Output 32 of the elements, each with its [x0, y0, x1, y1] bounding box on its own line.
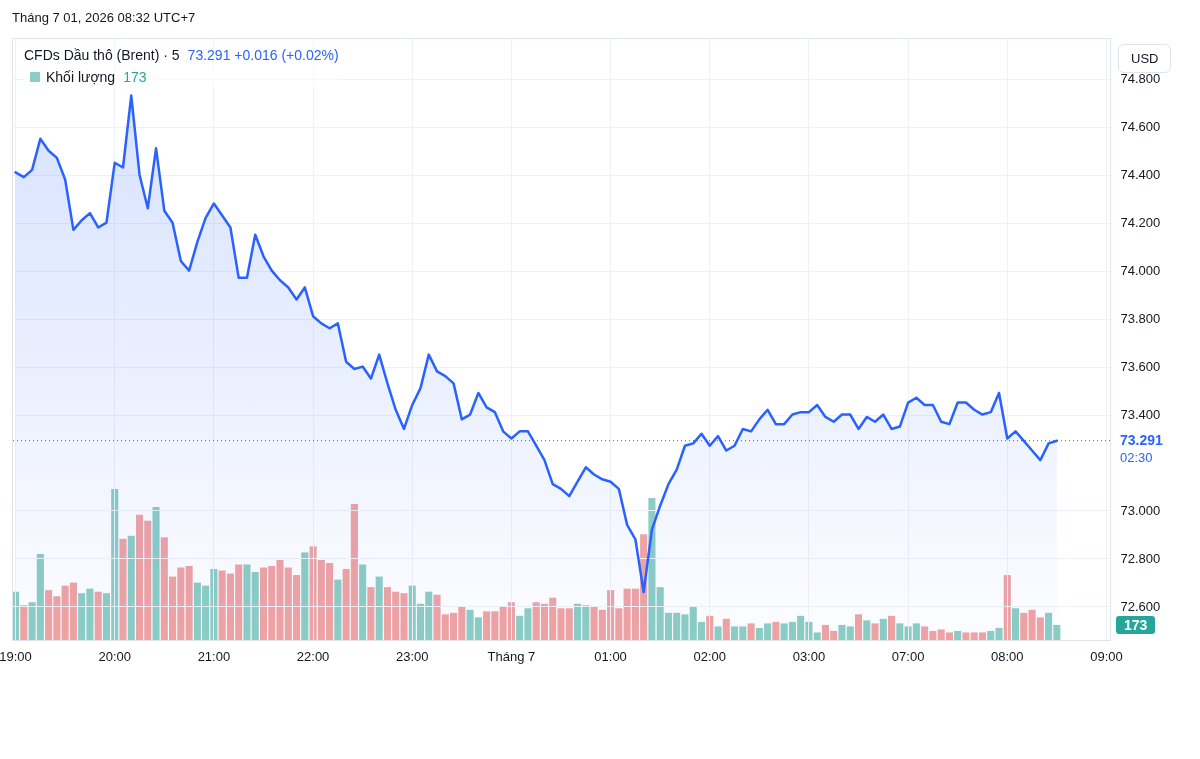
- y-tick-label: 72.800: [1120, 550, 1161, 566]
- x-tick-label: 19:00: [0, 648, 32, 664]
- x-tick-label: 07:00: [891, 648, 925, 664]
- text: 173: [123, 69, 147, 85]
- ref-line-label: 73.291: [1120, 431, 1164, 448]
- legend-label: Khối lượng: [46, 69, 116, 85]
- y-tick-label: 74.000: [1120, 263, 1161, 279]
- y-tick-label: 72.600: [1120, 598, 1161, 614]
- x-tick-label: 23:00: [395, 648, 429, 664]
- text: Tháng 7 01, 2026 08:32 UTC+7: [12, 10, 196, 25]
- x-tick-label: 03:00: [792, 648, 826, 664]
- x-tick-label: 09:00: [1090, 648, 1123, 664]
- text: CFDs Dầu thô (Brent) · 5: [24, 47, 180, 63]
- y-tick-label: 74.800: [1120, 71, 1161, 87]
- y-tick-label: 73.800: [1120, 311, 1161, 327]
- text: 173: [1116, 616, 1156, 634]
- text: USD: [1118, 44, 1172, 73]
- x-tick-label: 22:00: [296, 648, 330, 664]
- x-tick-label: 08:00: [991, 648, 1024, 664]
- text: 02:30: [1120, 449, 1153, 465]
- y-tick-label: 74.200: [1120, 215, 1161, 231]
- text: 73.291 +0.016 (+0.02%): [187, 47, 339, 63]
- y-tick-label: 73.600: [1120, 359, 1161, 375]
- x-tick-label: 01:00: [594, 648, 627, 664]
- y-tick-label: 73.400: [1120, 407, 1161, 423]
- y-tick-label: 73.000: [1120, 502, 1161, 518]
- x-tick-label: 02:00: [693, 648, 727, 664]
- x-tick-label: Tháng 7: [487, 648, 536, 664]
- x-tick-label: 21:00: [197, 648, 231, 664]
- x-tick-label: 20:00: [98, 648, 131, 664]
- y-tick-label: 74.600: [1120, 119, 1161, 135]
- y-tick-label: 74.400: [1120, 167, 1161, 183]
